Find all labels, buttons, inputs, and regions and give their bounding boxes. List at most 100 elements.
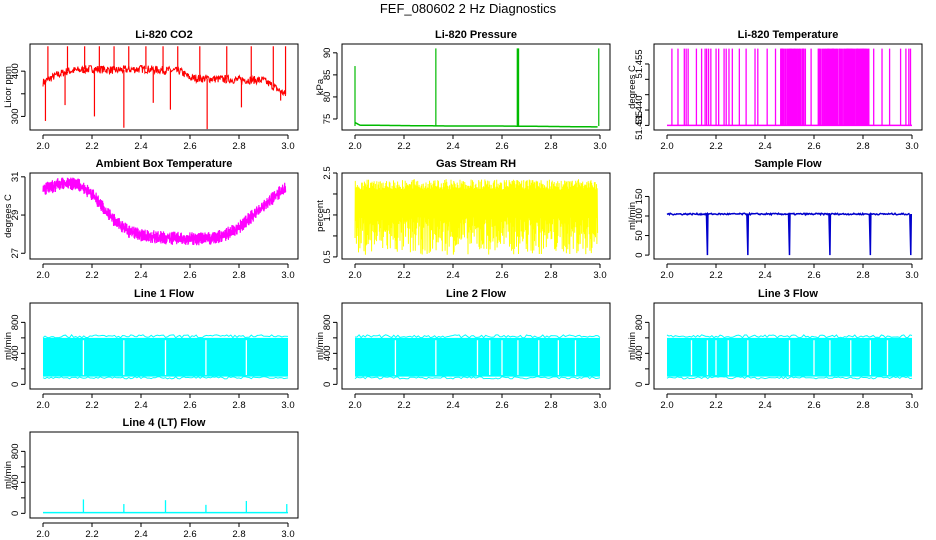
x-tick-label: 2.0: [36, 400, 49, 411]
y-tick-label: 0: [634, 382, 645, 387]
ambient-temp-line: [42, 177, 287, 246]
x-tick-label: 2.2: [85, 270, 98, 281]
panel-title: Li-820 Pressure: [435, 29, 517, 41]
flow-band-bottom: [354, 376, 601, 380]
x-tick-label: 3.0: [593, 270, 606, 281]
x-tick-label: 2.2: [709, 270, 722, 281]
panel-2: Li-820 Pressure kPa 2.0 2.2 2.4 2.6 2.8 3.0 75 80…: [315, 29, 611, 152]
x-tick-label: 2.8: [544, 400, 557, 411]
series: [667, 48, 912, 127]
x-tick-label: 2.0: [660, 400, 673, 411]
x-tick-label: 2.2: [709, 400, 722, 411]
x-tick-label: 3.0: [905, 270, 918, 281]
x-tick-label: 2.8: [544, 270, 557, 281]
x-tick-label: 2.2: [397, 400, 410, 411]
y-tick-label: 400: [634, 345, 645, 361]
x-tick-label: 2.8: [544, 141, 557, 152]
flow-band-top: [355, 334, 601, 339]
flow-band-top: [42, 333, 289, 339]
y-tick-label: 800: [10, 443, 21, 459]
y-tick-label: 400: [10, 345, 21, 361]
y-axis-label: ml/min: [627, 202, 638, 230]
page-title: FEF_080602 2 Hz Diagnostics: [379, 1, 557, 16]
x-tick-label: 3.0: [905, 400, 918, 411]
y-axis-label: degrees C: [3, 194, 14, 238]
y-tick-label: 150: [634, 189, 645, 205]
y-axis-label: ml/min: [315, 332, 326, 360]
x-tick-label: 3.0: [281, 529, 294, 540]
x-tick-label: 2.6: [807, 141, 820, 152]
x-tick-label: 2.0: [36, 141, 49, 152]
x-tick-label: 2.4: [446, 141, 459, 152]
x-tick-label: 3.0: [593, 141, 606, 152]
y-tick-label: 0: [634, 252, 645, 257]
x-tick-label: 2.6: [807, 270, 820, 281]
x-tick-label: 2.8: [232, 400, 245, 411]
x-tick-label: 2.0: [36, 529, 49, 540]
y-tick-label: 800: [10, 314, 21, 330]
panel-6: Sample Flow ml/min 2.0 2.2 2.4 2.6 2.8 3.0 0 50 10…: [627, 158, 923, 281]
rh-line: [354, 179, 599, 255]
x-tick-label: 2.4: [134, 141, 147, 152]
y-tick-label: 100: [634, 208, 645, 224]
panel-title: Line 3 Flow: [758, 288, 818, 300]
y-tick-label: 0: [322, 382, 333, 387]
series: [42, 177, 287, 246]
series: [42, 46, 287, 130]
panel-title: Line 2 Flow: [446, 288, 506, 300]
sample-flow-dip: [705, 214, 709, 256]
x-tick-label: 2.4: [758, 141, 771, 152]
series: [42, 333, 289, 380]
x-tick-label: 2.0: [36, 270, 49, 281]
flow-band-bottom: [42, 375, 289, 380]
x-tick-label: 2.2: [709, 141, 722, 152]
co2-line: [42, 64, 287, 97]
x-tick-label: 3.0: [281, 141, 294, 152]
y-tick-label: 400: [10, 474, 21, 490]
y-tick-label: 75: [322, 114, 333, 125]
series: [666, 211, 913, 256]
x-tick-label: 3.0: [593, 400, 606, 411]
x-tick-label: 2.6: [183, 400, 196, 411]
y-tick-label: 29: [10, 210, 21, 221]
x-tick-label: 2.6: [807, 400, 820, 411]
plot-box: [29, 302, 299, 390]
panel-7: Line 1 Flow ml/min 2.0 2.2 2.4 2.6 2.8 3.0 0 400 8…: [3, 288, 299, 411]
panel-5: Gas Stream RH percent 2.0 2.2 2.4 2.6 2.8 3.0 0.…: [315, 158, 611, 281]
sample-flow-dip: [746, 214, 750, 256]
y-tick-label: 400: [10, 63, 21, 79]
plot-box: [341, 172, 611, 260]
x-tick-label: 2.0: [348, 141, 361, 152]
panel-title: Sample Flow: [754, 158, 822, 170]
plot-box: [653, 43, 923, 131]
y-tick-label: 31: [10, 172, 21, 183]
x-tick-label: 2.6: [183, 141, 196, 152]
x-tick-label: 3.0: [281, 270, 294, 281]
y-tick-label: 90: [322, 48, 333, 59]
plot-box: [653, 172, 923, 260]
sample-flow-dip: [828, 214, 832, 256]
x-tick-label: 2.4: [446, 400, 459, 411]
series: [666, 334, 913, 380]
y-tick-label: 300: [10, 108, 21, 124]
y-axis-label: degrees C: [627, 65, 638, 109]
x-tick-label: 2.2: [85, 400, 98, 411]
series: [43, 499, 288, 514]
x-tick-label: 2.2: [397, 270, 410, 281]
y-tick-label: 400: [322, 345, 333, 361]
y-axis-label: percent: [315, 200, 326, 232]
y-tick-label: 27: [10, 248, 21, 259]
x-tick-label: 2.6: [495, 400, 508, 411]
series: [354, 179, 599, 255]
y-tick-label: 51.440: [634, 96, 645, 125]
x-tick-label: 2.8: [232, 141, 245, 152]
y-tick-label: 85: [322, 70, 333, 81]
panel-title: Li-820 Temperature: [738, 29, 839, 41]
sample-flow-dip: [787, 214, 791, 256]
x-tick-label: 3.0: [281, 400, 294, 411]
plot-box: [653, 302, 923, 390]
flow-band-top: [666, 334, 913, 339]
y-tick-label: 80: [322, 92, 333, 103]
y-tick-label: 50: [634, 230, 645, 241]
